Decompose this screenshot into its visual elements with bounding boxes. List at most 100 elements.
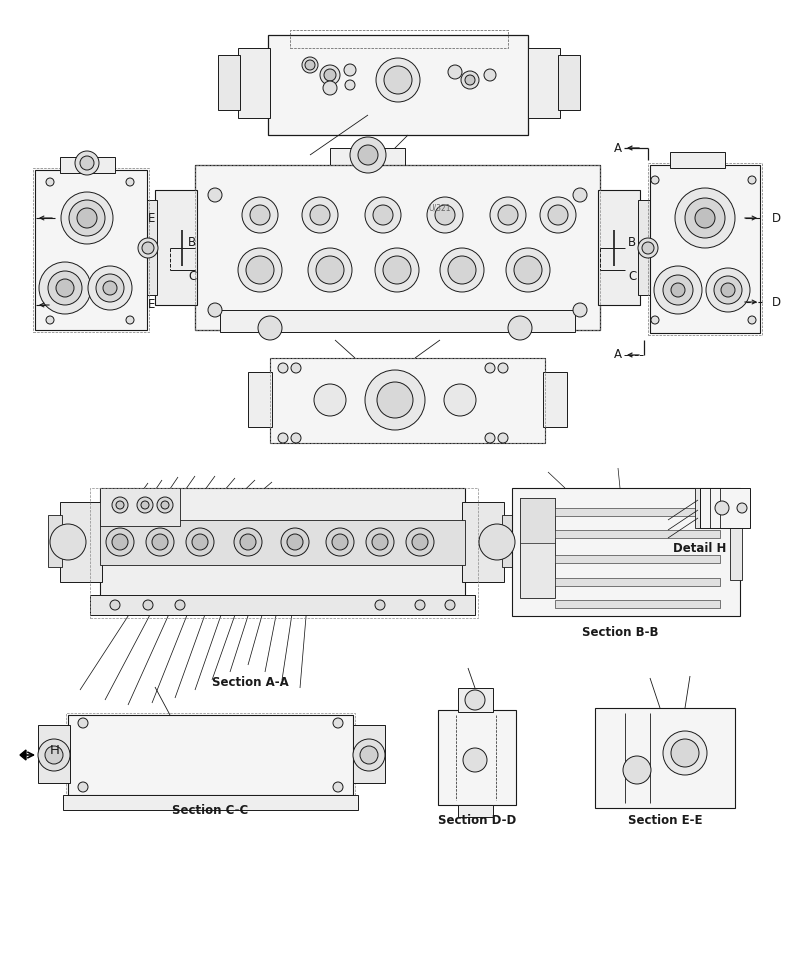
Circle shape bbox=[514, 256, 542, 284]
Text: Section C-C: Section C-C bbox=[172, 803, 248, 817]
Circle shape bbox=[360, 746, 378, 764]
Bar bbox=[555, 555, 720, 563]
Circle shape bbox=[461, 71, 479, 89]
Bar bbox=[100, 520, 465, 565]
Text: C: C bbox=[188, 269, 196, 283]
Circle shape bbox=[61, 192, 113, 244]
Circle shape bbox=[415, 600, 425, 610]
Bar bbox=[218, 55, 240, 110]
Circle shape bbox=[281, 528, 309, 556]
Circle shape bbox=[78, 718, 88, 728]
Circle shape bbox=[69, 200, 105, 236]
Circle shape bbox=[302, 57, 318, 73]
Circle shape bbox=[484, 69, 496, 81]
Text: E: E bbox=[148, 211, 155, 225]
Bar bbox=[100, 488, 180, 526]
Circle shape bbox=[463, 748, 487, 772]
Bar bbox=[33, 168, 149, 332]
Circle shape bbox=[651, 176, 659, 184]
Circle shape bbox=[498, 363, 508, 373]
Circle shape bbox=[240, 534, 256, 550]
Bar bbox=[458, 805, 493, 817]
Circle shape bbox=[490, 197, 526, 233]
Circle shape bbox=[103, 281, 117, 295]
Circle shape bbox=[548, 205, 568, 225]
Circle shape bbox=[685, 198, 725, 238]
Circle shape bbox=[721, 283, 735, 297]
Circle shape bbox=[350, 137, 386, 173]
Text: H: H bbox=[50, 744, 60, 756]
Circle shape bbox=[143, 600, 153, 610]
Circle shape bbox=[80, 156, 94, 170]
Circle shape bbox=[116, 501, 124, 509]
Text: A: A bbox=[614, 141, 622, 155]
Bar bbox=[60, 502, 102, 582]
Circle shape bbox=[141, 501, 149, 509]
Bar bbox=[520, 498, 555, 598]
Circle shape bbox=[638, 238, 658, 258]
Circle shape bbox=[326, 528, 354, 556]
Bar bbox=[100, 488, 465, 598]
Circle shape bbox=[412, 534, 428, 550]
Circle shape bbox=[540, 197, 576, 233]
Circle shape bbox=[479, 524, 515, 560]
Bar bbox=[290, 30, 508, 48]
Bar bbox=[458, 688, 493, 712]
Bar bbox=[60, 157, 115, 173]
Circle shape bbox=[406, 528, 434, 556]
Circle shape bbox=[498, 433, 508, 443]
Circle shape bbox=[366, 528, 394, 556]
Circle shape bbox=[48, 271, 82, 305]
Circle shape bbox=[333, 718, 343, 728]
Circle shape bbox=[715, 501, 729, 515]
Text: C: C bbox=[628, 269, 636, 283]
Bar bbox=[268, 35, 528, 135]
Circle shape bbox=[623, 756, 651, 784]
Circle shape bbox=[46, 178, 54, 186]
Circle shape bbox=[39, 262, 91, 314]
Bar bbox=[353, 725, 385, 783]
Circle shape bbox=[96, 274, 124, 302]
Circle shape bbox=[308, 248, 352, 292]
Circle shape bbox=[651, 316, 659, 324]
Circle shape bbox=[242, 197, 278, 233]
Circle shape bbox=[485, 433, 495, 443]
Bar bbox=[730, 520, 742, 580]
Circle shape bbox=[45, 746, 63, 764]
Bar bbox=[155, 190, 197, 305]
Bar bbox=[512, 488, 740, 616]
Circle shape bbox=[435, 205, 455, 225]
Circle shape bbox=[323, 81, 337, 95]
Circle shape bbox=[78, 782, 88, 792]
Text: E: E bbox=[148, 299, 155, 311]
Circle shape bbox=[485, 363, 495, 373]
Circle shape bbox=[445, 600, 455, 610]
Circle shape bbox=[112, 534, 128, 550]
Circle shape bbox=[345, 80, 355, 90]
Bar bbox=[130, 200, 157, 295]
Bar bbox=[638, 200, 665, 295]
Polygon shape bbox=[20, 750, 26, 760]
Circle shape bbox=[642, 242, 654, 254]
Circle shape bbox=[372, 534, 388, 550]
Circle shape bbox=[234, 528, 262, 556]
Circle shape bbox=[384, 66, 412, 94]
Bar bbox=[330, 148, 405, 170]
Circle shape bbox=[126, 316, 134, 324]
Text: Section D-D: Section D-D bbox=[438, 814, 516, 826]
Text: U/321: U/321 bbox=[428, 204, 451, 212]
Bar bbox=[555, 508, 720, 516]
Circle shape bbox=[175, 600, 185, 610]
Bar bbox=[595, 708, 735, 808]
Circle shape bbox=[38, 739, 70, 771]
Circle shape bbox=[444, 384, 476, 416]
Bar bbox=[238, 48, 270, 118]
Circle shape bbox=[250, 205, 270, 225]
Circle shape bbox=[332, 534, 348, 550]
Circle shape bbox=[110, 600, 120, 610]
Circle shape bbox=[291, 363, 301, 373]
Bar bbox=[695, 488, 700, 528]
Bar bbox=[90, 595, 475, 615]
Text: B: B bbox=[628, 236, 636, 250]
Circle shape bbox=[440, 248, 484, 292]
